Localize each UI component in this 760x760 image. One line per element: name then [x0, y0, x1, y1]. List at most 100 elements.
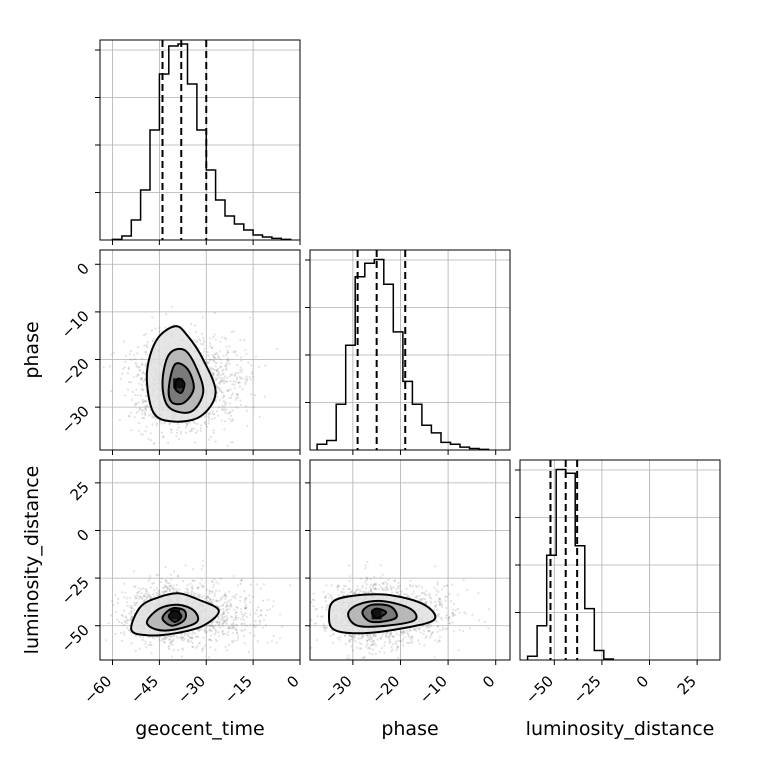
scatter-point: [348, 657, 351, 660]
scatter-point: [451, 614, 454, 618]
scatter-point: [378, 650, 381, 653]
scatter-point: [141, 433, 144, 436]
scatter-point: [268, 608, 271, 611]
scatter-point: [414, 596, 417, 599]
scatter-point: [217, 631, 220, 634]
scatter-point: [203, 347, 206, 350]
scatter-point: [172, 638, 175, 641]
scatter-point: [451, 621, 454, 624]
scatter-point: [131, 390, 135, 394]
scatter-point: [227, 390, 230, 393]
scatter-point: [478, 619, 481, 622]
scatter-point: [223, 375, 227, 378]
scatter-point: [267, 598, 270, 602]
scatter-point: [222, 395, 226, 398]
scatter-point: [222, 633, 225, 636]
scatter-point: [123, 596, 126, 599]
scatter-point: [140, 387, 143, 391]
scatter-point: [152, 416, 155, 419]
scatter-point: [361, 590, 365, 593]
scatter-point: [218, 399, 221, 402]
scatter-point: [450, 600, 453, 603]
scatter-point: [214, 338, 217, 341]
scatter-point: [207, 419, 210, 422]
scatter-point: [422, 597, 425, 600]
scatter-point: [364, 590, 367, 593]
scatter-point: [236, 376, 239, 379]
scatter-point: [373, 588, 376, 591]
scatter-point: [428, 592, 431, 596]
scatter-point: [436, 608, 439, 611]
scatter-point: [236, 393, 239, 397]
scatter-point: [217, 372, 220, 375]
scatter-point: [259, 587, 262, 590]
y-tick-label-luminosity_distance: 0: [73, 526, 92, 545]
scatter-point: [227, 608, 230, 611]
scatter-point: [145, 589, 148, 592]
scatter-point: [114, 632, 117, 636]
scatter-point: [168, 648, 171, 651]
histogram-geocent_time: [111, 43, 292, 241]
scatter-point: [263, 395, 266, 398]
scatter-point: [250, 393, 253, 396]
scatter-point: [350, 645, 353, 648]
scatter-point: [231, 419, 234, 422]
scatter-point: [141, 636, 145, 639]
scatter-point: [151, 416, 154, 419]
scatter-point: [438, 636, 441, 639]
scatter-point: [164, 584, 167, 587]
scatter-point: [230, 394, 233, 397]
scatter-point: [164, 566, 167, 569]
scatter-point: [191, 579, 194, 582]
scatter-point: [218, 626, 222, 629]
scatter-point: [246, 624, 249, 627]
scatter-point: [202, 343, 205, 346]
scatter-point: [444, 599, 447, 602]
scatter-point: [222, 354, 225, 357]
scatter-point: [147, 579, 150, 583]
scatter-point: [419, 631, 422, 634]
scatter-point: [219, 350, 222, 353]
scatter-point: [213, 578, 216, 581]
scatter-point: [143, 372, 147, 375]
scatter-point: [241, 613, 244, 616]
scatter-point: [448, 593, 451, 596]
scatter-point: [395, 642, 398, 645]
scatter-point: [237, 371, 240, 375]
scatter-point: [142, 400, 145, 403]
scatter-point: [253, 634, 256, 637]
scatter-point: [223, 616, 226, 619]
scatter-point: [214, 357, 217, 360]
scatter-point: [138, 597, 141, 600]
scatter-point: [134, 649, 137, 653]
scatter-point: [134, 402, 137, 406]
scatter-point: [211, 373, 214, 376]
scatter-point: [214, 361, 217, 364]
scatter-point: [170, 578, 173, 581]
scatter-point: [235, 371, 238, 374]
scatter-point: [228, 643, 231, 646]
scatter-point: [243, 601, 246, 604]
geocent-time-vs-luminosity-distance-panel: [95, 459, 301, 665]
scatter-point: [336, 636, 339, 639]
scatter-point: [374, 652, 377, 655]
scatter-point: [163, 637, 166, 641]
scatter-point: [425, 590, 428, 593]
scatter-point: [436, 581, 439, 584]
scatter-point: [145, 345, 148, 348]
scatter-point: [411, 641, 414, 644]
scatter-point: [221, 369, 224, 372]
scatter-point: [123, 633, 126, 636]
scatter-point: [233, 374, 236, 377]
scatter-point: [230, 615, 233, 618]
scatter-point: [325, 608, 328, 611]
scatter-point: [364, 587, 367, 590]
scatter-point: [127, 414, 130, 418]
scatter-point: [209, 337, 212, 340]
scatter-point: [385, 633, 388, 636]
scatter-point: [445, 584, 448, 587]
scatter-point: [223, 380, 226, 383]
scatter-point: [168, 638, 171, 641]
scatter-point: [227, 412, 230, 415]
scatter-point: [217, 354, 220, 357]
